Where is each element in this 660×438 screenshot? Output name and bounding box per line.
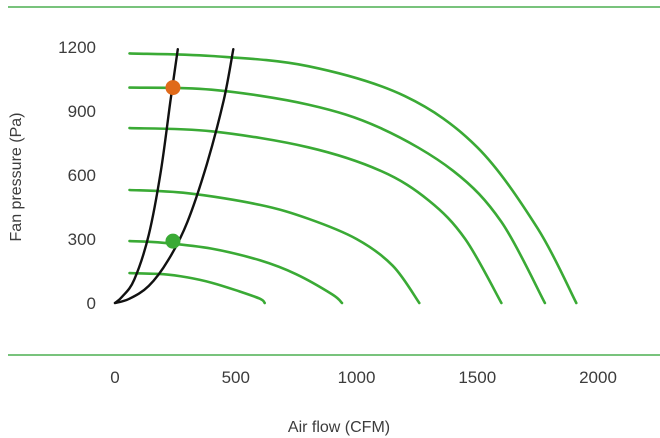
- x-tick-label: 1500: [458, 368, 496, 387]
- y-axis-label: Fan pressure (Pa): [8, 113, 25, 242]
- fan-curve-6: [128, 52, 578, 305]
- fan-curve-5: [128, 86, 547, 305]
- fan-curve-1: [128, 271, 266, 305]
- y-tick-label: 300: [68, 230, 96, 249]
- x-axis-label: Air flow (CFM): [288, 419, 390, 436]
- x-tick-label: 500: [222, 368, 250, 387]
- operating-point-2: [165, 233, 181, 249]
- y-tick-label: 0: [87, 294, 96, 313]
- y-tick-label: 900: [68, 102, 96, 121]
- x-tick-label: 0: [110, 368, 119, 387]
- fan-curve-3: [128, 188, 421, 305]
- y-tick-label: 600: [68, 166, 96, 185]
- x-tick-label: 2000: [579, 368, 617, 387]
- operating-point-1: [165, 80, 181, 96]
- system-curve-1: [113, 48, 179, 305]
- axis-ticks: 0 500 1000 1500 2000 0 300 600 900 1200: [58, 38, 617, 387]
- fan-curve-4: [128, 126, 503, 305]
- fan-curve-2: [128, 239, 344, 305]
- plot-area: [113, 48, 578, 305]
- x-tick-label: 1000: [338, 368, 376, 387]
- y-tick-label: 1200: [58, 38, 96, 57]
